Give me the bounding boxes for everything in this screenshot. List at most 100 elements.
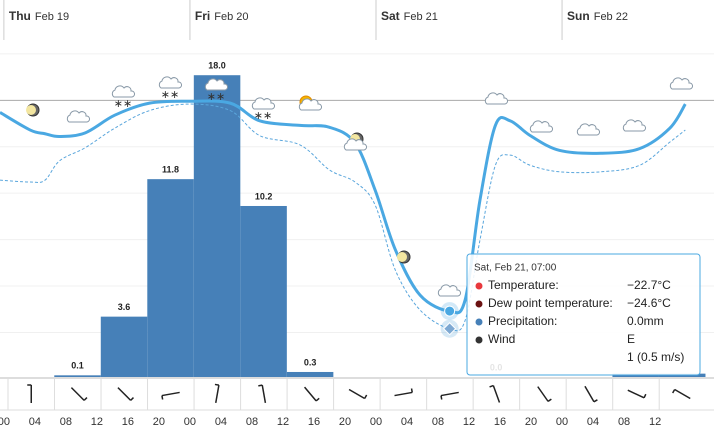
tooltip-dot: [475, 282, 483, 290]
x-tick-label: 08: [246, 416, 258, 428]
weather-icon: ∗∗: [251, 97, 276, 122]
cloud: [298, 98, 323, 111]
wind-shaft: [117, 387, 132, 401]
bar-label: 0.1: [71, 361, 84, 371]
wind-barb: [161, 395, 164, 400]
wind-barb: [315, 397, 320, 402]
wind-shaft: [394, 391, 413, 397]
x-tick-label: 00: [184, 416, 196, 428]
weather-icon: ∗∗: [158, 76, 183, 101]
wind-arrow: [489, 384, 501, 403]
cloud: [622, 119, 647, 132]
wind-shaft: [492, 385, 501, 403]
dew-point-point: [442, 322, 457, 336]
precipitation-bar: [240, 205, 287, 377]
x-tick-label: 00: [0, 416, 10, 428]
weekday: Fri: [195, 9, 210, 23]
tooltip-dot: [475, 318, 483, 326]
precipitation-bar: [286, 371, 334, 377]
wind-arrow: [70, 387, 88, 401]
wind-arrow: [258, 384, 267, 403]
bar-label: 10.2: [255, 191, 273, 201]
wind-barb: [672, 389, 676, 394]
wind-shaft: [440, 391, 459, 397]
wind-arrow: [161, 391, 180, 400]
wind-shaft: [303, 386, 317, 402]
x-tick-label: 12: [277, 416, 289, 428]
weather-icon: [26, 103, 40, 117]
x-tick-label: 00: [556, 416, 568, 428]
x-tick-label: 12: [91, 416, 103, 428]
cloud: [251, 97, 276, 110]
wind-arrow: [627, 389, 647, 399]
precipitation-bar: [100, 316, 148, 377]
tooltip-value: −22.7°C: [627, 278, 671, 292]
bar-label: 18.0: [208, 61, 226, 71]
wind-barb: [410, 388, 413, 393]
wind-shaft: [674, 388, 691, 400]
tooltip-label: Wind: [488, 332, 515, 346]
moon-light: [397, 252, 407, 262]
x-tick-label: 16: [308, 416, 320, 428]
tooltip-label: Precipitation:: [488, 314, 557, 328]
date: Feb 20: [214, 11, 248, 23]
weather-icon: [669, 77, 694, 90]
wind-arrow: [348, 388, 368, 400]
cloud: [669, 77, 694, 90]
weekday: Sun: [567, 9, 590, 23]
wind-arrow: [584, 385, 598, 403]
weather-icon: [298, 95, 323, 111]
moon-light: [26, 105, 36, 115]
dew-point-line: [0, 103, 686, 332]
cloud: [343, 138, 368, 151]
wind-barb: [83, 397, 88, 401]
cloud: [484, 92, 509, 105]
weather-icon: [343, 138, 368, 151]
wind-barb: [593, 399, 598, 403]
weather-icon: [484, 92, 509, 105]
x-tick-label: 00: [370, 416, 382, 428]
cloud: [111, 85, 136, 98]
bar-label: 11.8: [162, 165, 179, 175]
wind-arrow: [440, 391, 459, 400]
wind-shaft: [348, 388, 366, 400]
x-tick-label: 20: [153, 416, 165, 428]
wind-shaft: [537, 386, 549, 402]
day-label: Fri Feb 20: [195, 9, 249, 23]
x-tick-label: 16: [122, 416, 134, 428]
wind-barb: [489, 384, 494, 388]
tooltip-box: [466, 253, 701, 376]
weekday: Thu: [9, 9, 31, 23]
wind-arrow: [214, 383, 220, 403]
weather-icon: [529, 120, 554, 133]
x-tick-label: 20: [525, 416, 537, 428]
tooltip-label: Temperature:: [488, 278, 559, 292]
wind-arrow: [303, 386, 320, 402]
wind-barb: [440, 395, 443, 400]
cloud: [576, 123, 601, 136]
day-label: Thu Feb 19: [9, 9, 69, 23]
bar-label: 0.3: [304, 357, 317, 367]
x-tick-label: 12: [649, 416, 661, 428]
snow: ∗∗: [207, 91, 225, 103]
cloud: [204, 78, 229, 91]
wind-arrow: [27, 384, 33, 403]
cloud: [529, 120, 554, 133]
x-tick-label: 04: [215, 416, 227, 428]
weather-icon: [66, 110, 91, 123]
x-tick-label: 08: [432, 416, 444, 428]
cloud: [66, 110, 91, 123]
day-label: Sun Feb 22: [567, 9, 628, 23]
weather-icon: ∗∗: [111, 85, 136, 110]
tooltip-extra: 1 (0.5 m/s): [627, 350, 684, 364]
wind-shaft: [627, 389, 645, 399]
wind-shaft: [261, 385, 267, 403]
snow: ∗∗: [114, 98, 132, 110]
wind-shaft: [70, 387, 85, 401]
precipitation-bar: [147, 179, 194, 377]
weather-icon: [397, 250, 411, 264]
bar-label: 3.6: [118, 302, 131, 312]
tooltip-title: Sat, Feb 21, 07:00: [474, 263, 557, 274]
temperature-point: [444, 305, 456, 317]
